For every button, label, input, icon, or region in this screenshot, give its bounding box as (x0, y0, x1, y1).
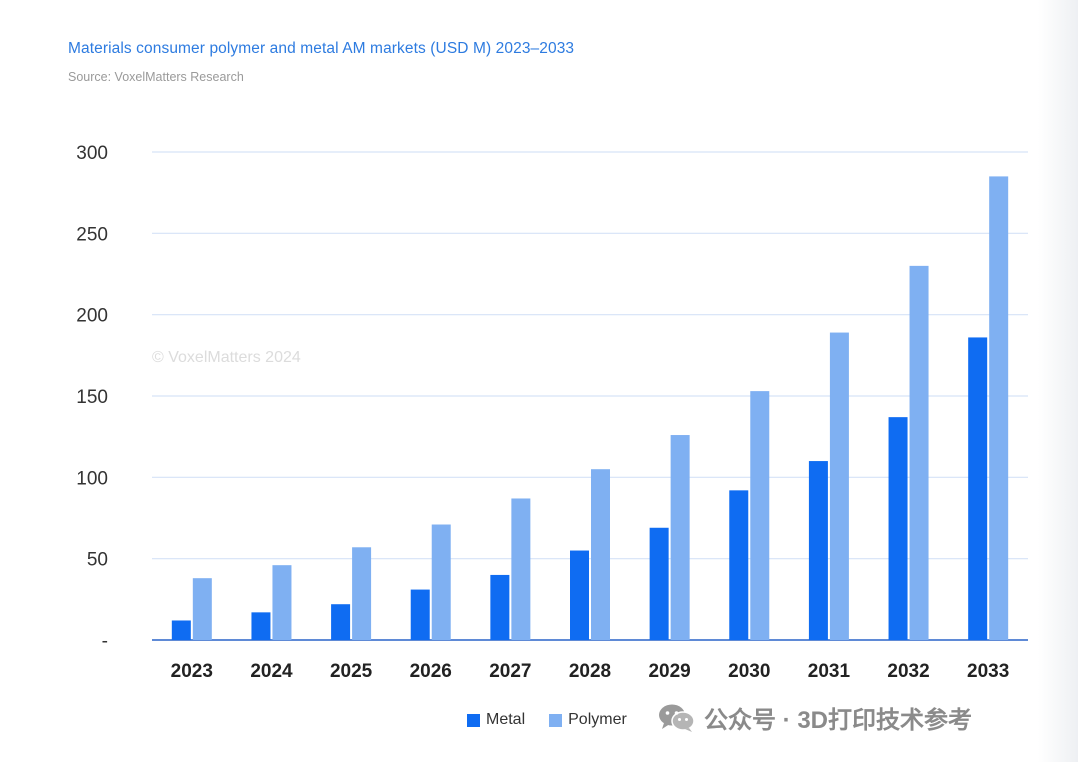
y-tick-label-100: 100 (76, 468, 108, 489)
bar-metal-2027 (490, 574, 510, 640)
wechat-label: 公众号 · 3D打印技术参考 (704, 707, 973, 734)
x-tick-label-2033: 2033 (967, 661, 1009, 682)
watermark: © VoxelMatters 2024 (152, 349, 301, 366)
bar-metal-2032 (888, 417, 908, 640)
x-tick-label-2024: 2024 (250, 661, 293, 682)
x-tick-label-2023: 2023 (171, 661, 213, 682)
bar-polymer-2032 (909, 265, 929, 640)
x-tick-label-2025: 2025 (330, 661, 373, 682)
bar-metal-2033 (968, 337, 988, 640)
x-tick-label-2026: 2026 (410, 661, 452, 682)
y-tick-label-50: 50 (87, 550, 108, 571)
bar-metal-2031 (808, 461, 828, 640)
x-tick-label-2027: 2027 (489, 661, 531, 682)
x-tick-label-2031: 2031 (808, 661, 851, 682)
bar-polymer-2030 (750, 391, 770, 640)
y-tick-label-150: 150 (76, 387, 108, 408)
bar-metal-2030 (729, 490, 749, 640)
wechat-icon (659, 704, 695, 732)
bar-polymer-2026 (431, 524, 451, 640)
legend-item-metal: Metal (467, 711, 525, 729)
legend-swatch-polymer (549, 713, 563, 727)
bar-polymer-2027 (511, 498, 531, 640)
bar-metal-2028 (570, 550, 589, 640)
chart-title: Materials consumer polymer and metal AM … (68, 40, 575, 57)
bar-metal-2026 (410, 589, 430, 640)
chart-source: Source: VoxelMatters Research (68, 70, 244, 84)
bar-polymer-2033 (989, 176, 1009, 640)
x-tick-label-2029: 2029 (648, 661, 690, 682)
legend-label-metal: Metal (486, 711, 526, 728)
x-tick-label-2030: 2030 (728, 661, 770, 682)
bar-polymer-2024 (272, 565, 292, 640)
y-tick-label-250: 250 (76, 224, 108, 245)
bar-metal-2025 (331, 604, 351, 640)
right-edge-shade (1038, 0, 1078, 762)
bar-chart: - 50 100 150 200 250 300 2023 2024 2025 2026 2027 20… (76, 143, 1028, 682)
wechat-watermark: 公众号 · 3D打印技术参考 (658, 700, 972, 735)
legend-label-polymer: Polymer (568, 711, 627, 728)
bar-polymer-2023 (192, 578, 212, 640)
chart-legend: Metal Polymer (467, 711, 651, 729)
bar-metal-2024 (251, 612, 271, 640)
bar-polymer-2025 (352, 547, 372, 640)
bar-metal-2023 (171, 620, 191, 640)
bar-metal-2029 (649, 527, 669, 640)
bar-polymer-2031 (829, 332, 849, 640)
y-tick-label-0: - (102, 631, 108, 652)
y-tick-label-200: 200 (76, 306, 108, 327)
x-tick-label-2028: 2028 (569, 661, 611, 682)
bar-polymer-2028 (591, 469, 610, 640)
x-tick-label-2032: 2032 (887, 661, 929, 682)
legend-item-polymer: Polymer (549, 711, 627, 729)
bar-polymer-2029 (670, 435, 690, 640)
legend-swatch-metal (467, 713, 480, 727)
y-tick-label-300: 300 (76, 143, 108, 164)
